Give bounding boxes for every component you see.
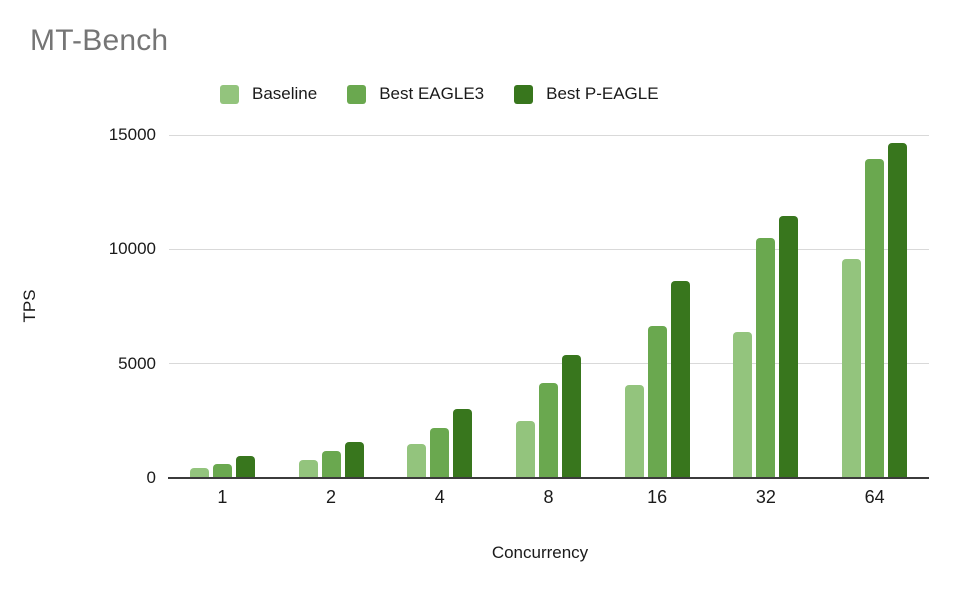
- bar-best-p-eagle-32[interactable]: [779, 216, 799, 478]
- bar-baseline-32[interactable]: [733, 331, 753, 478]
- gridline: [169, 134, 929, 136]
- x-tick-label: 4: [434, 487, 445, 507]
- bar-group-64: [820, 135, 929, 478]
- x-tick-label: 16: [647, 487, 668, 507]
- legend: Baseline Best EAGLE3 Best P-EAGLE: [220, 84, 659, 104]
- legend-swatch-baseline-icon: [220, 84, 239, 104]
- bar-group-16: [603, 135, 712, 478]
- legend-swatch-best-p-eagle-icon: [514, 84, 534, 104]
- bar-best-p-eagle-64[interactable]: [888, 143, 908, 478]
- bar-baseline-16[interactable]: [624, 384, 644, 478]
- x-axis-title: Concurrency: [491, 543, 589, 562]
- bar-group-1: [168, 135, 277, 478]
- bar-baseline-1[interactable]: [189, 467, 209, 478]
- bar-group-8: [494, 135, 603, 478]
- x-tick-label: 1: [217, 487, 228, 507]
- bar-group-4: [385, 135, 494, 478]
- legend-label-best-eagle3: Best EAGLE3: [379, 84, 485, 103]
- y-tick-label: 5000: [118, 353, 156, 373]
- bar-best-eagle3-16[interactable]: [647, 325, 667, 478]
- x-tick-label: 64: [864, 487, 885, 507]
- y-tick-label: 15000: [108, 125, 156, 144]
- bar-best-eagle3-2[interactable]: [321, 450, 341, 478]
- bar-best-p-eagle-1[interactable]: [235, 455, 255, 478]
- gridline: [169, 248, 929, 250]
- x-axis-line: [168, 477, 929, 479]
- bar-best-eagle3-64[interactable]: [865, 159, 885, 478]
- x-tick-label: 2: [326, 487, 337, 507]
- bar-best-eagle3-32[interactable]: [756, 237, 776, 478]
- legend-item-best-p-eagle[interactable]: Best P-EAGLE: [514, 84, 659, 104]
- bar-baseline-8[interactable]: [515, 420, 535, 478]
- x-tick-label: 32: [755, 487, 776, 507]
- bar-group-2: [277, 135, 386, 478]
- bar-best-eagle3-4[interactable]: [430, 427, 450, 478]
- bar-best-eagle3-1[interactable]: [212, 463, 232, 478]
- bar-baseline-2[interactable]: [298, 459, 318, 478]
- x-tick-label: 8: [543, 487, 554, 507]
- y-tick-label: 0: [146, 468, 156, 487]
- bar-best-p-eagle-2[interactable]: [344, 442, 364, 478]
- chart-title: MT-Bench: [30, 24, 169, 57]
- gridline: [169, 363, 929, 365]
- y-tick-label: 10000: [108, 239, 156, 259]
- legend-swatch-best-eagle3-icon: [347, 84, 367, 104]
- bar-group-32: [712, 135, 821, 478]
- bar-baseline-64[interactable]: [842, 258, 862, 478]
- legend-item-baseline[interactable]: Baseline: [220, 84, 317, 104]
- bar-best-eagle3-8[interactable]: [538, 382, 558, 478]
- legend-item-best-eagle3[interactable]: Best EAGLE3: [347, 84, 484, 104]
- legend-label-baseline: Baseline: [252, 84, 318, 103]
- bar-best-p-eagle-16[interactable]: [670, 281, 690, 478]
- bar-baseline-4[interactable]: [407, 443, 427, 478]
- bar-best-p-eagle-4[interactable]: [453, 408, 473, 478]
- bar-best-p-eagle-8[interactable]: [561, 354, 581, 478]
- y-axis-title: TPS: [20, 289, 39, 323]
- legend-label-best-p-eagle: Best P-EAGLE: [546, 84, 659, 103]
